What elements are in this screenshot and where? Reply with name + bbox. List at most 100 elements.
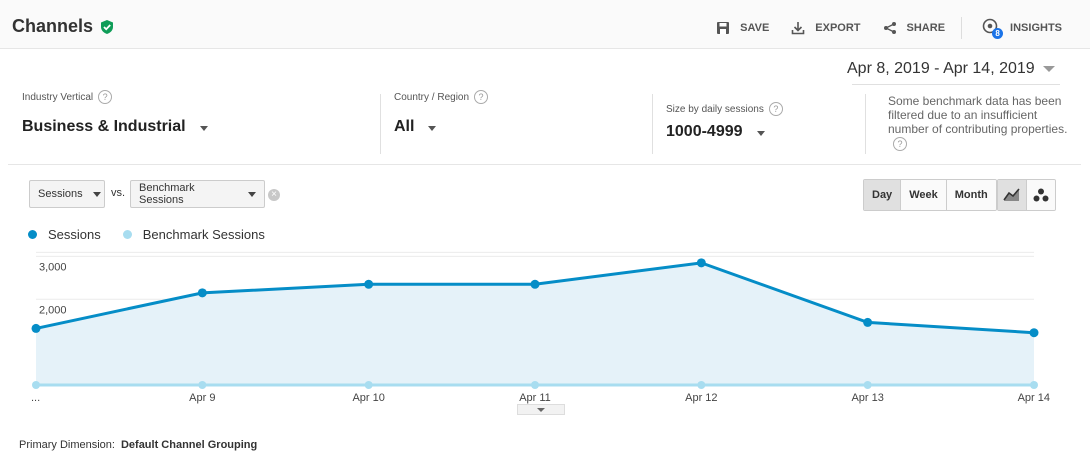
granularity-toggle: Day Week Month [863,179,997,211]
sessions-point [863,317,873,327]
x-tick-label: Apr 13 [851,392,883,404]
help-icon[interactable]: ? [768,102,783,116]
insights-icon: 8 [982,18,1010,39]
chart-legend: Sessions Benchmark Sessions [28,227,287,242]
legend-swatch [28,230,37,239]
sessions-point [31,323,41,333]
chevron-down-icon [756,130,765,136]
chevron-down-icon [248,191,256,197]
report-actions: SAVE EXPORT SHARE 8 INSIGHTS [694,17,1062,39]
share-button[interactable]: SHARE [883,21,946,35]
x-tick-label: ... [31,392,40,404]
date-range-underline [852,84,1060,85]
share-label: SHARE [906,22,946,34]
page-title: Channels [12,16,115,37]
primary-dimension-label: Primary Dimension: [19,439,115,451]
size-label-text: Size by daily sessions [666,103,764,115]
primary-dimension-value[interactable]: Default Channel Grouping [120,439,258,451]
save-icon [717,22,730,34]
benchmark-point [531,381,539,389]
sessions-point [364,279,374,289]
benchmark-point [1030,381,1038,389]
industry-value: Business & Industrial [22,118,186,135]
benchmark-filters: Industry Vertical? Business & Industrial… [8,90,1081,165]
sessions-point [696,258,706,268]
compare-metric-value: Benchmark Sessions [139,182,195,206]
help-icon[interactable]: ? [474,90,489,104]
country-label: Country / Region? [394,90,489,104]
industry-select[interactable]: Business & Industrial [22,118,208,136]
save-label: SAVE [740,22,770,34]
chevron-down-icon [199,125,208,131]
chart-collapse-toggle[interactable] [517,404,565,415]
benchmark-point [198,381,207,389]
industry-filter: Industry Vertical? Business & Industrial [22,90,208,154]
save-button[interactable]: SAVE [716,21,769,35]
country-label-text: Country / Region [394,91,470,103]
x-tick-label: Apr 12 [685,392,717,404]
y-tick-label: 3,000 [39,261,67,273]
page-title-text: Channels [12,16,94,36]
x-tick-label: Apr 11 [519,392,551,404]
filter-divider [380,94,381,154]
date-range-text: Apr 8, 2019 - Apr 14, 2019 [847,60,1035,77]
granularity-day-button[interactable]: Day [864,180,901,210]
export-button[interactable]: EXPORT [791,21,861,35]
chevron-down-icon [92,191,101,197]
sessions-point [197,288,207,298]
sessions-point [1029,328,1039,338]
benchmark-point [364,381,373,389]
industry-label-text: Industry Vertical [22,91,94,103]
metric-select-value: Sessions [38,188,83,200]
share-icon [883,22,896,34]
benchmark-point [697,381,706,389]
insights-label: INSIGHTS [1010,22,1062,34]
legend-label: Sessions [48,227,101,242]
compare-metric-select[interactable]: Benchmark Sessions [130,180,265,208]
metric-select[interactable]: Sessions [29,180,105,208]
chevron-down-icon [537,407,545,412]
granularity-month-button[interactable]: Month [945,180,996,210]
country-filter: Country / Region? All [394,90,489,154]
benchmark-note: Some benchmark data has been filtered du… [888,94,1068,151]
legend-label: Benchmark Sessions [142,227,265,242]
motion-chart-button[interactable] [1027,180,1055,210]
country-value: All [394,118,415,135]
help-icon[interactable]: ? [98,90,113,104]
action-divider [961,17,963,39]
x-tick-label: Apr 10 [352,392,384,404]
line-chart-icon [1003,188,1020,201]
x-tick-label: Apr 14 [1018,392,1050,404]
export-label: EXPORT [815,22,861,34]
size-label: Size by daily sessions? [666,102,783,116]
line-chart-button[interactable] [998,180,1027,210]
chart-type-toggle [997,179,1056,211]
sessions-point [530,279,540,289]
filter-divider [865,94,866,154]
size-value: 1000-4999 [666,123,743,140]
vs-label: vs. [111,187,126,199]
legend-item-benchmark: Benchmark Sessions [122,227,265,242]
verified-shield-icon [101,19,114,34]
size-select[interactable]: 1000-4999 [666,123,783,141]
help-icon[interactable]: ? [893,136,907,151]
industry-label: Industry Vertical? [22,90,208,104]
benchmark-note-text: Some benchmark data has been filtered du… [888,94,1068,136]
date-range-picker[interactable]: Apr 8, 2019 - Apr 14, 2019 [847,60,1055,78]
export-icon [791,22,805,35]
chevron-down-icon [1042,66,1055,72]
benchmark-point [863,381,872,389]
x-tick-label: Apr 9 [189,392,215,404]
chevron-down-icon [428,125,437,131]
granularity-week-button[interactable]: Week [900,180,946,210]
size-filter: Size by daily sessions? 1000-4999 [666,102,783,166]
clear-compare-icon[interactable]: × [268,189,280,201]
legend-swatch [122,230,132,239]
country-select[interactable]: All [394,118,488,136]
insights-badge: 8 [992,27,1004,39]
filter-divider [652,94,653,154]
primary-dimension: Primary Dimension: Default Channel Groupi… [19,439,257,451]
y-tick-label: 2,000 [39,304,67,316]
insights-button[interactable]: 8 INSIGHTS [982,18,1062,39]
